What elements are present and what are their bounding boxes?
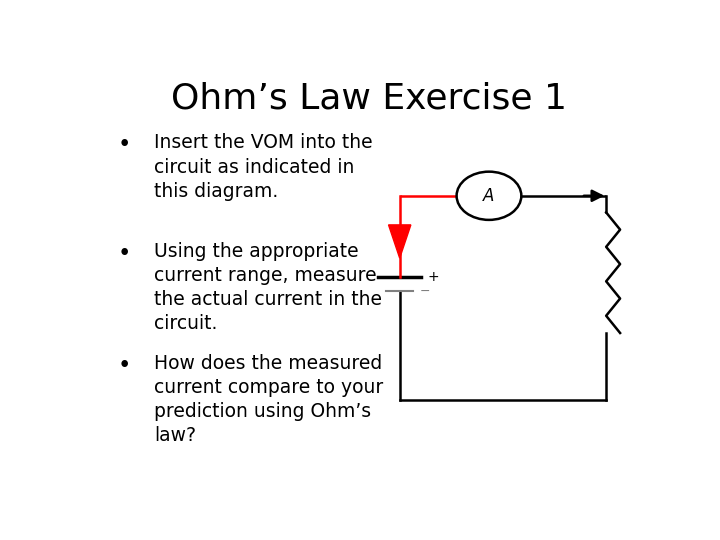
Text: •: •	[118, 354, 131, 377]
Text: Insert the VOM into the: Insert the VOM into the	[154, 133, 373, 152]
Polygon shape	[389, 225, 411, 258]
Text: Using the appropriate: Using the appropriate	[154, 241, 359, 260]
Text: circuit.: circuit.	[154, 314, 217, 333]
Text: A: A	[483, 187, 495, 205]
Text: •: •	[118, 241, 131, 265]
Text: current compare to your: current compare to your	[154, 378, 384, 397]
Text: •: •	[118, 133, 131, 157]
Text: Ohm’s Law Exercise 1: Ohm’s Law Exercise 1	[171, 82, 567, 116]
Text: circuit as indicated in: circuit as indicated in	[154, 158, 354, 177]
Text: +: +	[428, 270, 439, 284]
Text: this diagram.: this diagram.	[154, 181, 279, 201]
Text: prediction using Ohm’s: prediction using Ohm’s	[154, 402, 372, 421]
Text: How does the measured: How does the measured	[154, 354, 382, 373]
Text: law?: law?	[154, 426, 196, 445]
Text: −: −	[420, 285, 431, 298]
Text: current range, measure: current range, measure	[154, 266, 377, 285]
Text: the actual current in the: the actual current in the	[154, 290, 382, 309]
Circle shape	[456, 172, 521, 220]
